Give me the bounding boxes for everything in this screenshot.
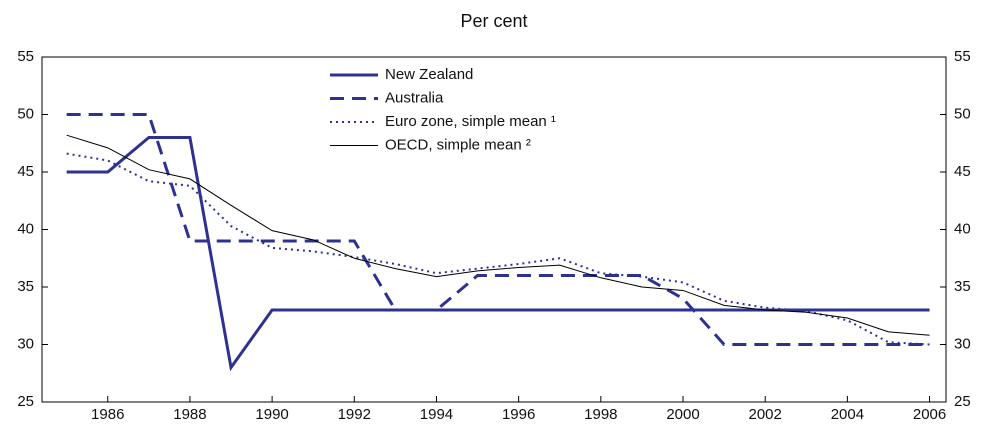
y-tick-label: 55: [17, 48, 34, 65]
series-line: [66, 136, 930, 372]
chart-title: Per cent: [460, 11, 527, 31]
series-line: [66, 113, 930, 346]
x-tick-label: 1996: [502, 406, 535, 423]
x-tick-label: 2002: [749, 406, 782, 423]
y-tick-label: 40: [17, 220, 34, 237]
y-tick-label: 45: [17, 163, 34, 180]
legend-label: Australia: [385, 89, 444, 106]
legend-label: OECD, simple mean ²: [385, 136, 531, 153]
y2-tick-label: 50: [954, 105, 971, 122]
y2-tick-label: 40: [954, 220, 971, 237]
plot-frame: [41, 56, 947, 403]
legend-label: Euro zone, simple mean ¹: [385, 113, 556, 130]
x-tick-label: 1994: [420, 406, 453, 423]
y-tick-label: 50: [17, 105, 34, 122]
y2-tick-label: 35: [954, 278, 971, 295]
x-tick-label: 1990: [255, 406, 288, 423]
x-tick-label: 1992: [338, 406, 371, 423]
y2-tick-label: 25: [954, 393, 971, 410]
x-tick-label: 1998: [584, 406, 617, 423]
y-tick-label: 35: [17, 278, 34, 295]
x-tick-label: 1986: [91, 406, 124, 423]
y2-tick-label: 55: [954, 48, 971, 65]
y2-tick-label: 45: [954, 163, 971, 180]
x-tick-label: 1988: [173, 406, 206, 423]
x-tick-label: 2006: [913, 406, 946, 423]
x-tick-label: 2000: [666, 406, 699, 423]
series-line: [66, 134, 930, 336]
series-line: [66, 152, 930, 346]
legend-label: New Zealand: [385, 66, 473, 83]
x-tick-label: 2004: [831, 406, 864, 423]
y-tick-label: 30: [17, 335, 34, 352]
y-tick-label: 25: [17, 393, 34, 410]
y2-tick-label: 30: [954, 335, 971, 352]
